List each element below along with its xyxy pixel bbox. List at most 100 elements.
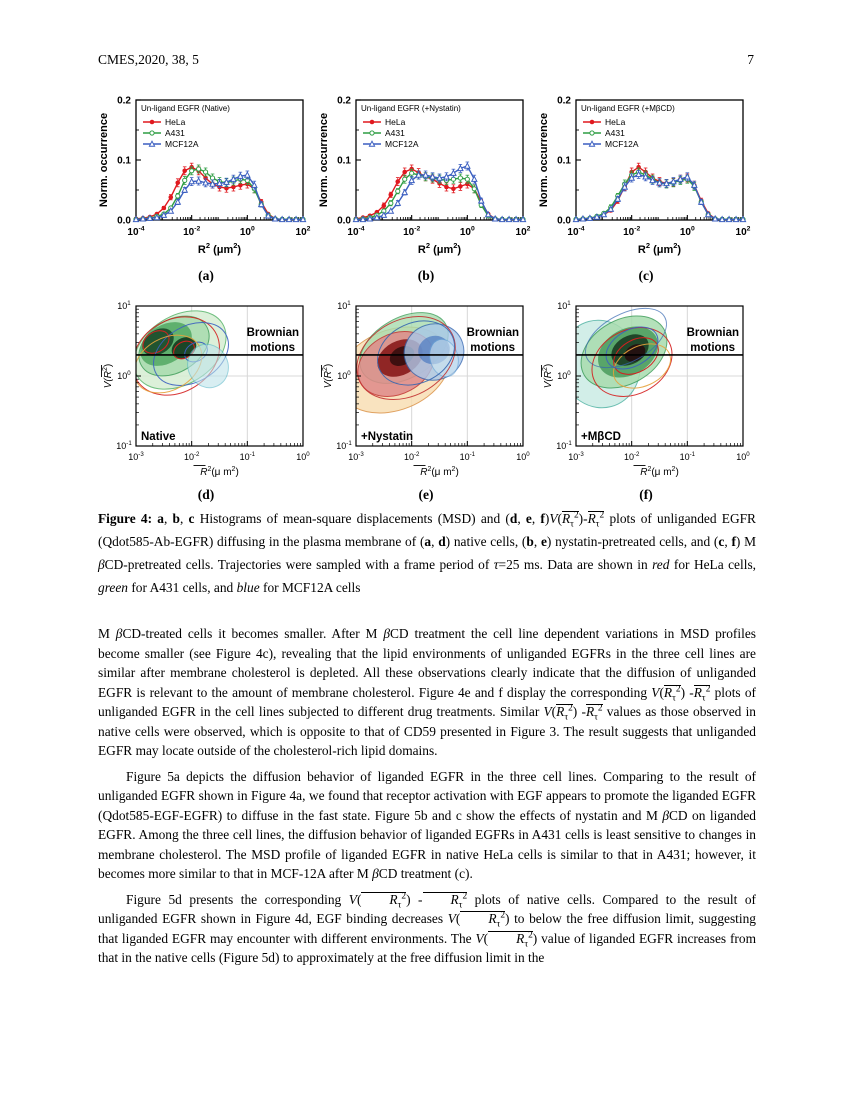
svg-text:10-2: 10-2 — [403, 226, 420, 239]
paragraph-1: M βCD-treated cells it becomes smaller. … — [98, 626, 756, 758]
page-number: 7 — [747, 52, 754, 67]
msd-histogram-nystatin: 0.0 0.1 0.2 10-4 10-2 100 102 R2 (μm2) Norm. occ… — [318, 96, 531, 257]
figure-sublabel-c: (c) — [638, 268, 654, 283]
svg-text:R2(μ m2): R2(μ m2) — [640, 466, 679, 478]
page-header: CMES,2020, 38, 5 7 — [98, 52, 754, 68]
svg-text:Norm. occurrence: Norm. occurrence — [318, 113, 330, 207]
svg-text:100: 100 — [557, 370, 571, 381]
svg-text:10-4: 10-4 — [347, 226, 364, 239]
svg-text:motions: motions — [250, 342, 295, 354]
svg-text:R2 (μm2): R2 (μm2) — [198, 241, 242, 256]
svg-text:R2(μ m2): R2(μ m2) — [420, 466, 459, 478]
svg-text:R2 (μm2): R2 (μm2) — [638, 241, 682, 256]
svg-text:+Nystatin: +Nystatin — [361, 431, 413, 443]
figure4-sublabels-bottom: (d) (e) (f) — [96, 487, 756, 503]
svg-text:100: 100 — [337, 370, 351, 381]
body-text: M βCD-treated cells it becomes smaller. … — [98, 624, 756, 974]
svg-text:100: 100 — [240, 226, 255, 239]
svg-text:100: 100 — [516, 451, 530, 462]
figure4-sublabels-top: (a) (b) (c) — [96, 268, 756, 284]
svg-text:Norm. occurrence: Norm. occurrence — [98, 113, 110, 207]
svg-text:HeLa: HeLa — [385, 117, 406, 127]
svg-text:10-3: 10-3 — [568, 451, 584, 462]
svg-text:10-1: 10-1 — [240, 451, 256, 462]
svg-text:0.1: 0.1 — [557, 156, 571, 167]
svg-text:Un-ligand EGFR (+MβCD): Un-ligand EGFR (+MβCD) — [581, 104, 675, 113]
svg-text:0.1: 0.1 — [337, 156, 351, 167]
svg-text:101: 101 — [117, 300, 131, 311]
svg-text:10-3: 10-3 — [348, 451, 364, 462]
svg-text:10-1: 10-1 — [116, 440, 132, 451]
svg-text:motions: motions — [690, 342, 735, 354]
svg-text:102: 102 — [516, 226, 531, 239]
svg-text:100: 100 — [680, 226, 695, 239]
svg-text:10-3: 10-3 — [128, 451, 144, 462]
journal-reference: CMES,2020, 38, 5 — [98, 52, 199, 67]
svg-text:100: 100 — [117, 370, 131, 381]
svg-text:0.0: 0.0 — [117, 216, 131, 227]
svg-text:R2(μ m2): R2(μ m2) — [200, 466, 239, 478]
variance-contour-native: 10-3 10-2 10-1 100 10-1 100 101 R2(μ m2) V(R2) Br… — [101, 300, 310, 478]
svg-text:Brownian: Brownian — [467, 327, 519, 339]
svg-text:102: 102 — [296, 226, 311, 239]
svg-text:Un-ligand EGFR (Native): Un-ligand EGFR (Native) — [141, 104, 230, 113]
msd-histogram-mbcd: 0.0 0.1 0.2 10-4 10-2 100 102 R2 (μm2) Norm. occ… — [538, 96, 751, 257]
svg-text:R2 (μm2): R2 (μm2) — [418, 241, 462, 256]
svg-text:A431: A431 — [165, 128, 185, 138]
svg-text:HeLa: HeLa — [165, 117, 186, 127]
svg-text:101: 101 — [337, 300, 351, 311]
svg-text:10-2: 10-2 — [624, 451, 640, 462]
svg-text:0.1: 0.1 — [117, 156, 131, 167]
svg-text:100: 100 — [460, 226, 475, 239]
variance-contour-nystatin: 10-3 10-2 10-1 100 10-1 100 101 R2(μ m2) V(R2) Br… — [321, 300, 530, 478]
svg-text:100: 100 — [296, 451, 310, 462]
svg-text:101: 101 — [557, 300, 571, 311]
svg-text:102: 102 — [736, 226, 751, 239]
paragraph-2: Figure 5a depicts the diffusion behavior… — [98, 768, 756, 882]
figure-sublabel-a: (a) — [198, 268, 214, 283]
svg-text:10-4: 10-4 — [567, 226, 584, 239]
svg-text:10-1: 10-1 — [556, 440, 572, 451]
svg-text:10-1: 10-1 — [680, 451, 696, 462]
svg-text:Brownian: Brownian — [687, 327, 739, 339]
svg-text:V(R2): V(R2) — [542, 364, 554, 388]
svg-text:0.0: 0.0 — [337, 216, 351, 227]
figure-sublabel-d: (d) — [197, 487, 215, 502]
svg-text:10-4: 10-4 — [127, 226, 144, 239]
svg-text:0.2: 0.2 — [337, 96, 351, 107]
svg-text:0.0: 0.0 — [557, 216, 571, 227]
svg-text:MCF12A: MCF12A — [165, 139, 199, 149]
svg-text:+MβCD: +MβCD — [581, 431, 621, 443]
figure-sublabel-b: (b) — [417, 268, 435, 283]
svg-text:A431: A431 — [385, 128, 405, 138]
figure-sublabel-f: (f) — [639, 487, 653, 502]
svg-text:0.2: 0.2 — [117, 96, 131, 107]
figure-sublabel-e: (e) — [418, 487, 434, 502]
svg-text:0.2: 0.2 — [557, 96, 571, 107]
svg-text:Norm. occurrence: Norm. occurrence — [538, 113, 550, 207]
svg-text:Brownian: Brownian — [247, 327, 299, 339]
svg-text:MCF12A: MCF12A — [605, 139, 639, 149]
svg-text:Native: Native — [141, 431, 176, 443]
svg-text:10-1: 10-1 — [336, 440, 352, 451]
svg-text:Un-ligand EGFR (+Nystatin): Un-ligand EGFR (+Nystatin) — [361, 104, 461, 113]
svg-text:V(R2): V(R2) — [102, 364, 114, 388]
svg-text:MCF12A: MCF12A — [385, 139, 419, 149]
svg-text:HeLa: HeLa — [605, 117, 626, 127]
msd-histogram-native: 0.0 0.1 0.2 10-4 10-2 100 102 R2 (μm2) Norm. occ… — [98, 96, 311, 257]
paragraph-3: Figure 5d presents the corresponding V(R… — [98, 891, 757, 965]
svg-text:10-2: 10-2 — [404, 451, 420, 462]
figure4-histogram-row: 0.0 0.1 0.2 10-4 10-2 100 102 R2 (μm2) Norm. occ… — [96, 92, 756, 264]
figure4-caption: Figure 4: a, b, c Histograms of mean-squ… — [98, 510, 757, 595]
variance-contour-mbcd: 10-3 10-2 10-1 100 10-1 100 101 R2(μ m2) V(R2) Br… — [541, 300, 750, 478]
svg-text:motions: motions — [470, 342, 515, 354]
svg-text:10-2: 10-2 — [623, 226, 640, 239]
svg-text:V(R2): V(R2) — [322, 364, 334, 388]
svg-text:10-1: 10-1 — [460, 451, 476, 462]
svg-text:10-2: 10-2 — [184, 451, 200, 462]
svg-text:100: 100 — [736, 451, 750, 462]
svg-text:10-2: 10-2 — [183, 226, 200, 239]
figure4-contour-row: 10-3 10-2 10-1 100 10-1 100 101 R2(μ m2) V(R2) Br… — [96, 298, 756, 484]
svg-text:A431: A431 — [605, 128, 625, 138]
